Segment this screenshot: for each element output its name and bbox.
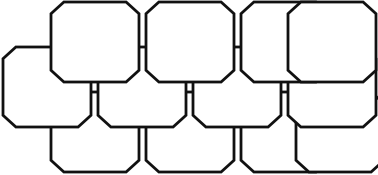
Polygon shape: [288, 2, 376, 82]
Polygon shape: [296, 92, 378, 172]
Polygon shape: [51, 2, 139, 82]
Polygon shape: [241, 92, 329, 172]
Polygon shape: [98, 47, 186, 127]
Polygon shape: [193, 47, 281, 127]
Polygon shape: [241, 2, 329, 82]
Polygon shape: [51, 92, 139, 172]
Polygon shape: [3, 47, 91, 127]
Polygon shape: [288, 47, 376, 127]
Polygon shape: [146, 92, 234, 172]
Polygon shape: [146, 2, 234, 82]
